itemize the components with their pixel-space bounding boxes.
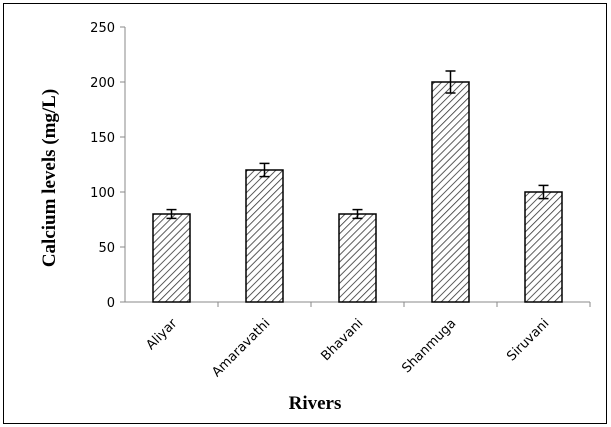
bar-amaravathi	[245, 169, 284, 303]
chart-frame	[3, 3, 607, 424]
bar-aliyar	[152, 213, 191, 303]
bar-siruvani	[524, 191, 563, 303]
y-tick-label: 0	[107, 296, 115, 311]
bars	[152, 81, 563, 303]
y-tick-label: 100	[90, 186, 115, 201]
y-axis-label: Calcium levels (mg/L)	[39, 89, 60, 267]
x-tick-label: Bhavani	[318, 316, 366, 364]
x-axis: Aliyar Amaravathi Bhavani Shanmuga Siruvani	[125, 301, 591, 380]
x-axis-label: Rivers	[289, 393, 342, 414]
y-tick-label: 150	[90, 131, 115, 146]
bar-shanmuga	[431, 81, 470, 303]
x-tick-label: Shanmuga	[399, 316, 459, 376]
error-bars	[166, 70, 549, 220]
bar-bhavani	[338, 213, 377, 303]
x-tick-label: Amaravathi	[209, 316, 273, 380]
y-axis: 0 50 100 150 200 250	[90, 21, 126, 311]
x-tick-label: Aliyar	[143, 316, 180, 353]
y-tick-label: 250	[90, 21, 115, 36]
y-tick-label: 200	[90, 76, 115, 91]
x-tick-label: Siruvani	[504, 316, 552, 364]
y-tick-label: 50	[98, 241, 115, 256]
